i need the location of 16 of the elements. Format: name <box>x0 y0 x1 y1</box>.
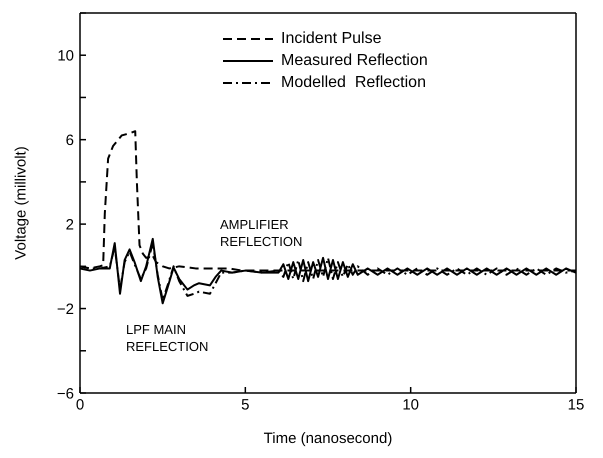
y-tick-label: 6 <box>66 132 74 149</box>
y-axis-title: Voltage (millivolt) <box>12 146 30 260</box>
legend-label: Measured Reflection <box>281 52 428 70</box>
y-tick-label: −6 <box>56 385 74 402</box>
x-tick-label: 15 <box>568 396 584 414</box>
y-tick-label: −2 <box>56 300 74 318</box>
y-tick-label: 2 <box>66 216 74 234</box>
x-tick-label: 5 <box>241 396 250 414</box>
annotation: AMPLIFIER REFLECTION <box>220 216 302 250</box>
x-axis-title: Time (nanosecond) <box>264 430 392 447</box>
legend-label: Incident Pulse <box>281 30 382 48</box>
x-tick-label: 0 <box>76 396 84 414</box>
x-tick-label: 10 <box>402 396 420 414</box>
legend-label: Modelled Reflection <box>281 74 426 92</box>
y-tick-label: 10 <box>57 48 74 65</box>
annotation: LPF MAIN REFLECTION <box>126 321 208 355</box>
